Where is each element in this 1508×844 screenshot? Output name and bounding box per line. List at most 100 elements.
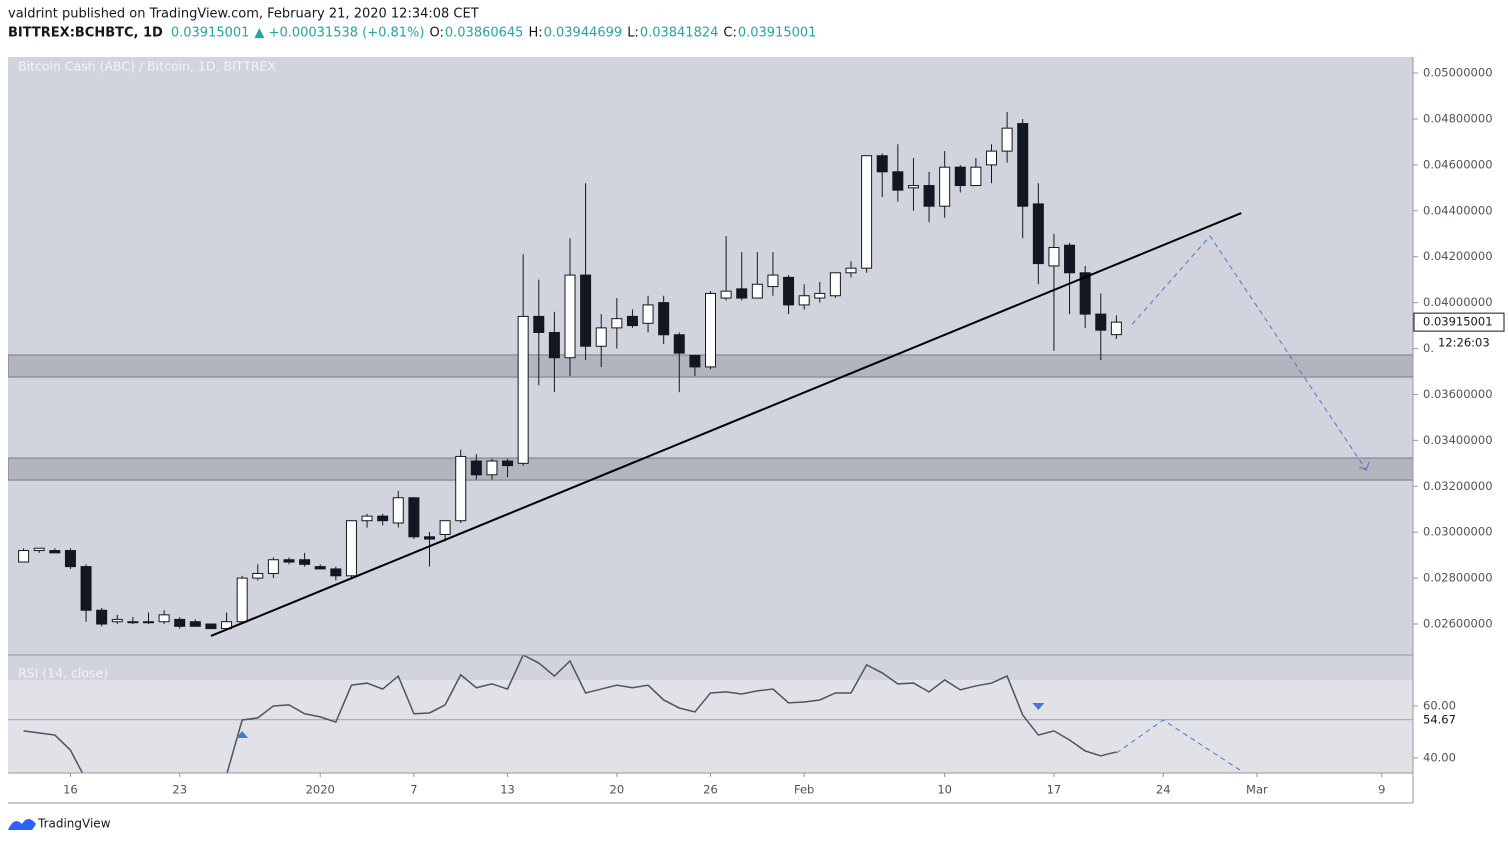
candle-body (49, 550, 61, 554)
rsi-title: RSI (14, close) (18, 666, 108, 681)
candle-body (970, 166, 982, 187)
candle-body (611, 318, 623, 329)
candle-body (283, 559, 295, 563)
candle-body (923, 185, 935, 207)
x-tick-label: 24 (1156, 783, 1171, 797)
x-tick-label: 16 (63, 783, 78, 797)
candle-body (705, 292, 716, 368)
candle-body (892, 171, 904, 191)
last-price: 0.03915001 (171, 26, 250, 41)
ohlc-label: C: (723, 26, 736, 41)
candle-body (876, 155, 888, 173)
candle-body (1079, 272, 1091, 315)
rsi-value-box (1414, 711, 1466, 728)
tradingview-logo: TradingView (8, 817, 111, 831)
candle-body (673, 334, 685, 354)
y-tick-label: 0.04600000 (1423, 157, 1493, 171)
y-tick-label: 0.02600000 (1423, 617, 1493, 631)
trendline (210, 212, 1242, 637)
candle-body (736, 288, 748, 299)
candle-body (424, 536, 435, 540)
candle-body (580, 274, 592, 347)
y-tick-label: 0.05000000 (1423, 66, 1493, 80)
candle-body (486, 460, 498, 476)
candle-body (1017, 123, 1029, 207)
ohlc-value: 0.03841824 (640, 26, 719, 41)
candle-body (236, 577, 248, 623)
candle-body (205, 623, 217, 630)
candle-body (907, 185, 919, 189)
candle-body (392, 497, 404, 524)
y-tick-label: 0.04400000 (1423, 203, 1493, 217)
candle-body (314, 566, 326, 570)
rsi-plot (8, 655, 1413, 773)
y-tick-label: 0.04800000 (1423, 111, 1493, 125)
candle-body (626, 315, 638, 327)
candle-body (143, 621, 154, 624)
symbol: BITTREX:BCHBTC, 1D (8, 26, 163, 41)
candle-body (829, 272, 841, 297)
candle-body (439, 520, 451, 535)
candle-body (720, 290, 732, 299)
publisher-line: valdrint published on TradingView.com, F… (8, 7, 479, 22)
candle-body (455, 455, 467, 522)
candle-body (783, 276, 795, 306)
candle-body (658, 302, 670, 336)
candle-body (595, 327, 607, 347)
y-tick-label: 40.00 (1423, 750, 1456, 764)
countdown-box (1433, 334, 1503, 353)
candle-body (111, 618, 123, 623)
candle-body (1064, 244, 1076, 274)
candle-body (64, 550, 76, 568)
price-change: ▲ +0.00031538 (+0.81%) (254, 26, 424, 41)
candle-body (252, 573, 264, 579)
rsi-band (8, 679, 1413, 773)
candle-body (845, 267, 857, 274)
rsi-signal (1032, 703, 1045, 710)
x-tick-label: 9 (1378, 783, 1385, 797)
candle-body (80, 566, 92, 611)
logo-text: TradingView (37, 817, 111, 831)
countdown-label: 12:26:03 (1438, 336, 1490, 350)
candle-body (158, 614, 170, 623)
candle-body (361, 515, 373, 522)
candle-body (954, 166, 966, 187)
x-tick-label: 7 (410, 783, 417, 797)
candle-body (642, 304, 654, 324)
projection-path (1131, 235, 1367, 471)
candle-body (174, 618, 186, 627)
candle-body (470, 460, 482, 476)
y-tick-label: 0.03600000 (1423, 387, 1493, 401)
ohlc-value: 0.03944699 (544, 26, 623, 41)
candle-body (861, 155, 873, 269)
last-price-box (1413, 312, 1505, 332)
x-tick-label: Feb (794, 783, 814, 797)
x-tick-label: 17 (1047, 783, 1062, 797)
candle-body (345, 520, 357, 577)
candle-body (689, 354, 701, 368)
ohlc-value: 0.03860645 (445, 26, 524, 41)
candle-body (1110, 321, 1122, 336)
x-tick-label: Mar (1246, 783, 1268, 797)
y-tick-label: 0.02800000 (1423, 571, 1493, 585)
candle-body (502, 460, 514, 467)
y-tick-label: 60.00 (1423, 698, 1456, 712)
ohlc-label: O: (429, 26, 443, 41)
rsi-line (23, 655, 1117, 773)
last-price-label: 0.03915001 (1423, 315, 1493, 329)
ohlc-label: H: (528, 26, 542, 41)
y-tick-label: 0.04200000 (1423, 249, 1493, 263)
chart-title: Bitcoin Cash (ABC) / Bitcoin, 1D, BITTRE… (18, 59, 276, 74)
x-tick-label: 2020 (306, 783, 335, 797)
price-plot (8, 112, 1413, 637)
candle-body (1032, 203, 1044, 265)
candle-body (564, 274, 576, 359)
candle-body (127, 621, 139, 624)
x-tick-label: 23 (172, 783, 187, 797)
projection-arrowhead (1358, 461, 1370, 471)
candle-body (767, 274, 779, 288)
candle-body (1095, 313, 1107, 331)
candle-body (533, 315, 545, 333)
candle-body (798, 295, 810, 306)
